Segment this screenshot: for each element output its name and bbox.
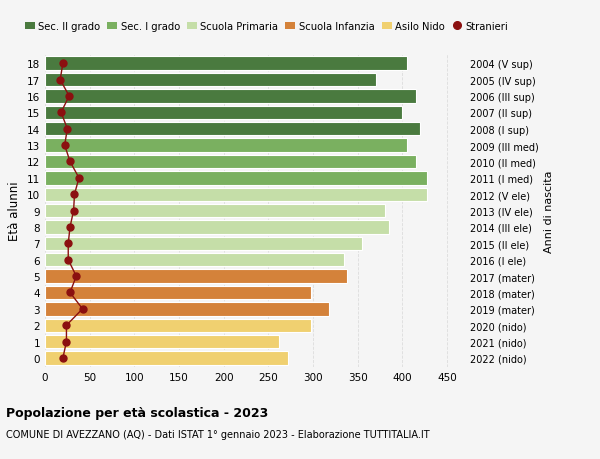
- Bar: [45, 74, 376, 87]
- Bar: [45, 352, 288, 365]
- Bar: [45, 123, 421, 136]
- Bar: [45, 270, 347, 283]
- Bar: [45, 335, 279, 348]
- Bar: [45, 57, 407, 71]
- Bar: [45, 319, 311, 332]
- Text: COMUNE DI AVEZZANO (AQ) - Dati ISTAT 1° gennaio 2023 - Elaborazione TUTTITALIA.I: COMUNE DI AVEZZANO (AQ) - Dati ISTAT 1° …: [6, 429, 430, 439]
- Bar: [45, 286, 311, 300]
- Text: Popolazione per età scolastica - 2023: Popolazione per età scolastica - 2023: [6, 406, 268, 419]
- Bar: [45, 188, 427, 202]
- Bar: [45, 139, 407, 152]
- Y-axis label: Anni di nascita: Anni di nascita: [544, 170, 554, 252]
- Bar: [45, 221, 389, 234]
- Bar: [45, 253, 344, 267]
- Legend: Sec. II grado, Sec. I grado, Scuola Primaria, Scuola Infanzia, Asilo Nido, Stran: Sec. II grado, Sec. I grado, Scuola Prim…: [20, 18, 512, 36]
- Bar: [45, 172, 427, 185]
- Bar: [45, 156, 416, 169]
- Bar: [45, 106, 403, 120]
- Y-axis label: Età alunni: Età alunni: [8, 181, 22, 241]
- Bar: [45, 90, 416, 103]
- Bar: [45, 237, 362, 251]
- Bar: [45, 204, 385, 218]
- Bar: [45, 302, 329, 316]
